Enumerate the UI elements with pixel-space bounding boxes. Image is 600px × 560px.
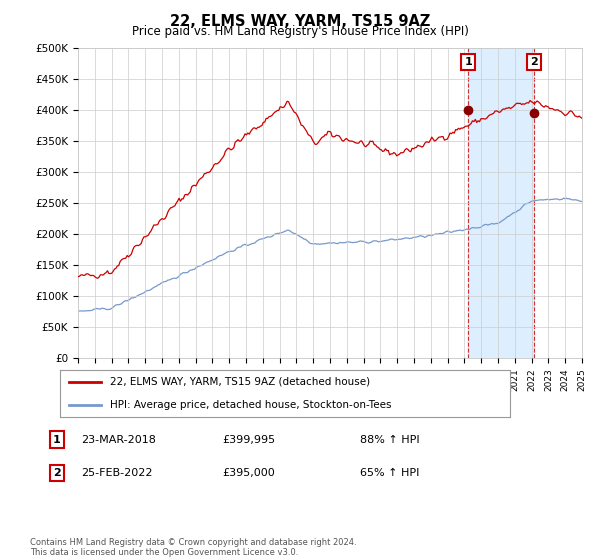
Text: Price paid vs. HM Land Registry's House Price Index (HPI): Price paid vs. HM Land Registry's House … <box>131 25 469 38</box>
Text: 23-MAR-2018: 23-MAR-2018 <box>81 435 156 445</box>
Text: 1: 1 <box>53 435 61 445</box>
Text: Contains HM Land Registry data © Crown copyright and database right 2024.
This d: Contains HM Land Registry data © Crown c… <box>30 538 356 557</box>
Text: 88% ↑ HPI: 88% ↑ HPI <box>360 435 419 445</box>
Text: £399,995: £399,995 <box>222 435 275 445</box>
Text: HPI: Average price, detached house, Stockton-on-Tees: HPI: Average price, detached house, Stoc… <box>110 400 391 410</box>
Text: 25-FEB-2022: 25-FEB-2022 <box>81 468 152 478</box>
Text: 22, ELMS WAY, YARM, TS15 9AZ (detached house): 22, ELMS WAY, YARM, TS15 9AZ (detached h… <box>110 376 370 386</box>
Text: 1: 1 <box>464 57 472 67</box>
Text: 2: 2 <box>530 57 538 67</box>
Text: 65% ↑ HPI: 65% ↑ HPI <box>360 468 419 478</box>
Text: 2: 2 <box>53 468 61 478</box>
Text: 22, ELMS WAY, YARM, TS15 9AZ: 22, ELMS WAY, YARM, TS15 9AZ <box>170 14 430 29</box>
Bar <box>468 48 534 358</box>
Text: £395,000: £395,000 <box>222 468 275 478</box>
